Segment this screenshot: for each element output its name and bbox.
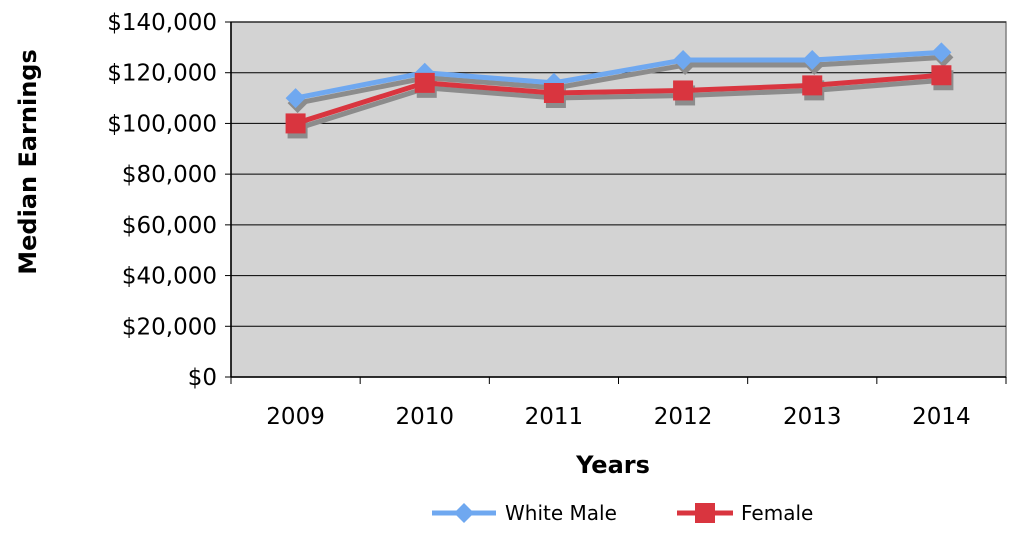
data-point [802,50,823,71]
series-shadow [296,77,944,131]
x-tick-label: 2014 [912,404,971,430]
y-axis-title: Median Earnings [14,49,42,275]
legend-item: White Male [432,501,617,525]
legend-label: Female [741,501,813,525]
data-point [285,113,306,134]
x-tick-label: 2009 [266,404,325,430]
series-female [285,65,954,139]
legend: White Male Female [432,501,813,525]
x-axis-title: Years [575,451,650,479]
data-point [543,83,564,103]
series-white-male [285,42,954,114]
y-tick-label: $80,000 [122,162,217,188]
y-tick-label: $20,000 [122,314,217,340]
data-point [414,72,435,93]
data-point [673,50,694,71]
y-tick-label: $100,000 [107,111,217,137]
x-tick-label: 2013 [783,404,842,430]
data-point [931,42,952,63]
x-tick-label: 2012 [654,404,713,430]
x-tick-label: 2010 [395,404,454,430]
legend-marker [695,503,715,523]
x-tick-label: 2011 [525,404,584,430]
data-point [802,75,823,96]
series-line [294,72,942,126]
y-tick-label: $40,000 [122,264,217,290]
data-point [673,80,694,101]
legend-marker [454,503,474,523]
legend-item: Female [677,501,813,525]
y-tick-label: $60,000 [122,213,217,239]
data-point [285,88,306,109]
y-tick-label: $120,000 [107,61,217,87]
y-tick-label: $0 [188,365,217,391]
legend-label: White Male [505,501,617,525]
data-point [931,65,952,86]
series-shadow [297,54,944,106]
series-line [295,49,942,101]
y-tick-label: $140,000 [107,10,217,36]
